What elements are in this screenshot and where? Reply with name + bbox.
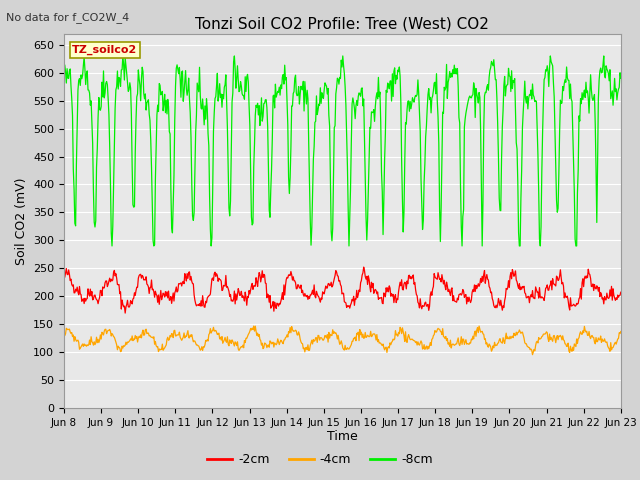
-2cm [122,310,129,316]
-4cm [127,337,135,343]
-4cm [426,340,434,346]
Text: No data for f_CO2W_4: No data for f_CO2W_4 [6,12,130,23]
-8cm [70,186,78,192]
-4cm [214,332,221,337]
-4cm [617,329,625,335]
-2cm [214,278,222,284]
-2cm [70,290,78,296]
-2cm [412,287,419,292]
-8cm [428,96,436,101]
-8cm [128,163,136,169]
-2cm [617,289,625,295]
Title: Tonzi Soil CO2 Profile: Tree (West) CO2: Tonzi Soil CO2 Profile: Tree (West) CO2 [195,16,490,31]
Y-axis label: Soil CO2 (mV): Soil CO2 (mV) [15,177,28,264]
Legend: -2cm, -4cm, -8cm: -2cm, -4cm, -8cm [202,448,438,471]
-8cm [230,53,238,59]
-8cm [214,98,222,104]
-8cm [617,75,625,81]
-4cm [410,338,418,344]
Text: TZ_soilco2: TZ_soilco2 [72,45,138,55]
-4cm [184,328,192,334]
-4cm [529,352,536,358]
Line: -2cm: -2cm [64,267,621,313]
-8cm [185,75,193,81]
X-axis label: Time: Time [327,431,358,444]
-8cm [108,243,116,249]
-2cm [60,275,68,281]
-8cm [412,93,419,98]
-4cm [70,338,78,344]
-8cm [60,69,68,74]
Line: -8cm: -8cm [64,56,621,246]
-2cm [428,292,436,298]
-2cm [128,301,136,307]
Line: -4cm: -4cm [64,326,621,355]
-2cm [360,264,367,270]
-2cm [185,269,193,275]
-4cm [476,323,483,329]
-4cm [60,330,68,336]
